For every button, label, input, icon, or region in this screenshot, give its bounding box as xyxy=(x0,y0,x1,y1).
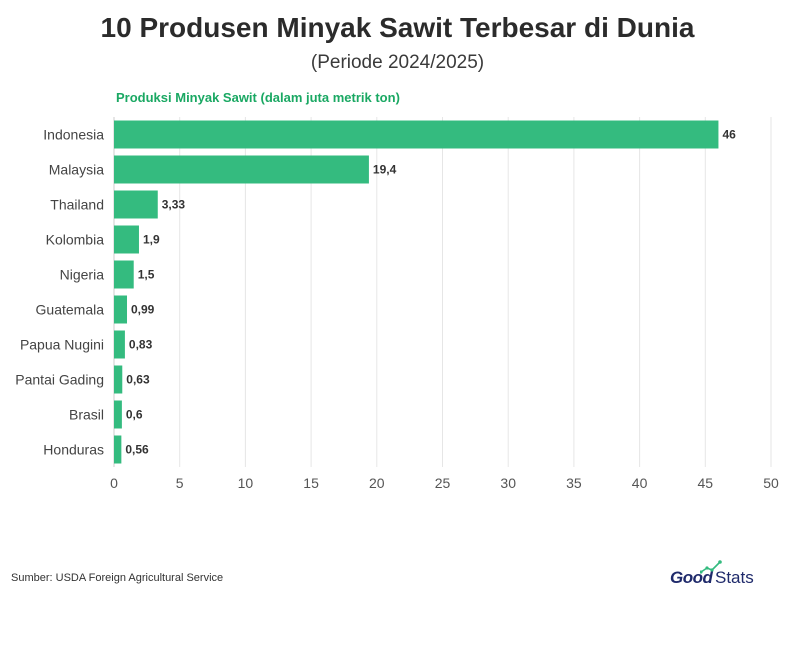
data-label: 3,33 xyxy=(162,198,186,212)
data-label: 46 xyxy=(722,128,736,142)
data-label: 0,56 xyxy=(125,443,149,457)
x-tick-label: 45 xyxy=(698,475,714,491)
x-tick-label: 40 xyxy=(632,475,648,491)
data-label: 0,99 xyxy=(131,303,155,317)
bar xyxy=(114,155,369,184)
x-tick-label: 50 xyxy=(763,475,779,491)
x-tick-label: 25 xyxy=(435,475,451,491)
bar xyxy=(114,330,125,359)
data-label: 1,5 xyxy=(138,268,155,282)
data-label: 0,63 xyxy=(126,373,150,387)
data-label: 19,4 xyxy=(373,163,397,177)
bar xyxy=(114,295,128,324)
category-label: Brasil xyxy=(69,407,104,423)
bar xyxy=(114,260,134,289)
logo-stats-text: Stats xyxy=(715,568,754,587)
bar xyxy=(114,435,122,464)
category-label: Malaysia xyxy=(49,162,104,178)
x-tick-label: 5 xyxy=(176,475,184,491)
chart-subtitle: (Periode 2024/2025) xyxy=(310,52,485,73)
x-tick-label: 0 xyxy=(110,475,118,491)
category-label: Nigeria xyxy=(60,267,105,283)
bar xyxy=(114,190,158,219)
data-label: 0,83 xyxy=(129,338,153,352)
series-label: Produksi Minyak Sawit (dalam juta metrik… xyxy=(116,90,400,105)
category-label: Guatemala xyxy=(36,302,105,318)
bar xyxy=(114,225,139,254)
x-tick-label: 35 xyxy=(566,475,582,491)
source-note: Sumber: USDA Foreign Agricultural Servic… xyxy=(11,572,224,584)
category-label: Thailand xyxy=(50,197,104,213)
chart-title: 10 Produsen Minyak Sawit Terbesar di Dun… xyxy=(100,12,695,43)
bar xyxy=(114,365,123,394)
x-tick-label: 15 xyxy=(303,475,319,491)
data-label: 0,6 xyxy=(126,408,143,422)
category-label: Indonesia xyxy=(43,127,104,143)
trend-up-icon xyxy=(700,560,722,574)
bar xyxy=(114,120,719,149)
category-label: Papua Nugini xyxy=(20,337,104,353)
goodstats-logo: Good Stats xyxy=(670,560,770,590)
category-label: Pantai Gading xyxy=(15,372,104,388)
bar xyxy=(114,400,122,429)
x-tick-label: 30 xyxy=(500,475,516,491)
data-label: 1,9 xyxy=(143,233,160,247)
x-tick-label: 20 xyxy=(369,475,385,491)
category-label: Honduras xyxy=(43,442,104,458)
x-tick-label: 10 xyxy=(238,475,254,491)
category-label: Kolombia xyxy=(46,232,105,248)
